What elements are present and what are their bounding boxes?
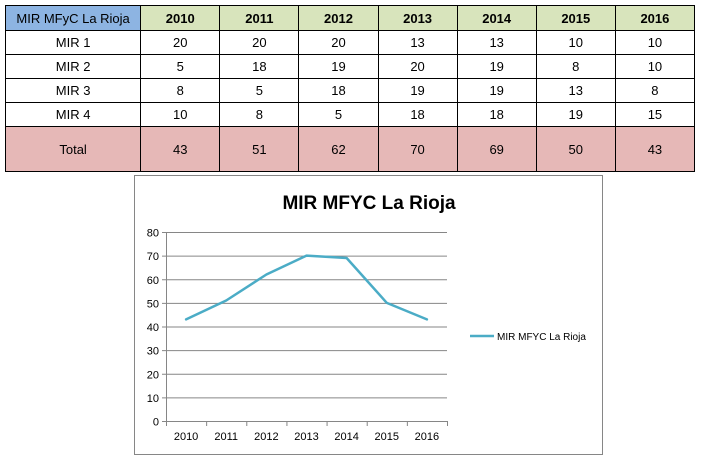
year-header: 2014 [456, 5, 537, 31]
table-cell: 20 [377, 54, 458, 79]
y-tick-label: 10 [147, 393, 159, 405]
gridlines [166, 232, 447, 399]
table-cell: 8 [535, 54, 616, 79]
legend-label: MIR MFYC La Rioja [497, 332, 586, 343]
y-tick-label: 70 [147, 251, 159, 263]
row-label: MIR 4 [4, 102, 142, 127]
table-cell: 13 [535, 78, 616, 103]
x-tick-label: 2011 [214, 431, 238, 443]
table-cell: 10 [140, 102, 221, 127]
chart-title: MIR MFYC La Rioja [282, 193, 456, 214]
row-label: MIR 2 [4, 54, 142, 79]
y-tick-label: 40 [147, 322, 159, 334]
x-tick-label: 2013 [294, 431, 318, 443]
table-row: MIR 2 5 18 19 20 19 8 10 [4, 54, 696, 79]
year-header: 2012 [298, 5, 379, 31]
total-cell: 51 [219, 126, 300, 172]
x-tick-label: 2012 [254, 431, 278, 443]
table-cell: 19 [298, 54, 379, 79]
table-cell: 19 [456, 78, 537, 103]
table-cell: 15 [614, 102, 696, 127]
table-cell: 18 [219, 54, 300, 79]
series-line [184, 254, 429, 321]
year-header: 2011 [219, 5, 300, 31]
table-cell: 20 [140, 30, 221, 55]
axes [162, 232, 448, 426]
table-cell: 19 [535, 102, 616, 127]
y-tick-label: 0 [153, 417, 159, 429]
total-row: Total 43 51 62 70 69 50 43 [4, 126, 696, 172]
x-tick-label: 2016 [415, 431, 439, 443]
year-header: 2010 [140, 5, 221, 31]
total-cell: 50 [535, 126, 616, 172]
row-label: MIR 3 [4, 78, 142, 103]
line-chart: MIR MFYC La Rioja 0 10 20 30 40 50 60 70 80 2010 2… [134, 175, 603, 455]
table-cell: 18 [377, 102, 458, 127]
y-tick-label: 20 [147, 369, 159, 381]
table-cell: 8 [140, 78, 221, 103]
table-cell: 13 [377, 30, 458, 55]
x-tick-label: 2014 [334, 431, 358, 443]
y-tick-label: 30 [147, 346, 159, 358]
table-cell: 19 [377, 78, 458, 103]
year-header: 2016 [614, 5, 696, 31]
y-tick-label: 60 [147, 275, 159, 287]
total-cell: 70 [377, 126, 458, 172]
header-row: MIR MFyC La Rioja 2010 2011 2012 2013 20… [4, 5, 696, 31]
table-cell: 5 [219, 78, 300, 103]
table-cell: 20 [219, 30, 300, 55]
table-row: MIR 1 20 20 20 13 13 10 10 [4, 30, 696, 55]
year-header: 2013 [377, 5, 458, 31]
total-cell: 43 [614, 126, 696, 172]
table-cell: 5 [140, 54, 221, 79]
table-cell: 5 [298, 102, 379, 127]
table-cell: 10 [614, 30, 696, 55]
chart-canvas: MIR MFYC La Rioja 0 10 20 30 40 50 60 70 80 2010 2… [147, 193, 587, 444]
table-cell: 10 [535, 30, 616, 55]
total-label: Total [4, 126, 142, 172]
data-table: MIR MFyC La Rioja 2010 2011 2012 2013 20… [4, 5, 696, 172]
table-cell: 8 [614, 78, 696, 103]
y-tick-label: 80 [147, 228, 159, 240]
legend: MIR MFYC La Rioja [470, 332, 586, 343]
total-cell: 69 [456, 126, 537, 172]
table-cell: 13 [456, 30, 537, 55]
row-label: MIR 1 [4, 30, 142, 55]
table-row: MIR 4 10 8 5 18 18 19 15 [4, 102, 696, 127]
total-cell: 43 [140, 126, 221, 172]
table-cell: 10 [614, 54, 696, 79]
x-tick-label: 2010 [174, 431, 198, 443]
year-header: 2015 [535, 5, 616, 31]
table-cell: 8 [219, 102, 300, 127]
total-cell: 62 [298, 126, 379, 172]
tick-labels: 0 10 20 30 40 50 60 70 80 2010 2011 2012 2013 2014 201… [147, 228, 439, 444]
table-cell: 18 [298, 78, 379, 103]
table-cell: 20 [298, 30, 379, 55]
table-corner-label: MIR MFyC La Rioja [4, 5, 142, 31]
x-tick-label: 2015 [375, 431, 399, 443]
table-cell: 19 [456, 54, 537, 79]
table-cell: 18 [456, 102, 537, 127]
table-row: MIR 3 8 5 18 19 19 13 8 [4, 78, 696, 103]
series-lines [184, 254, 429, 321]
y-tick-label: 50 [147, 298, 159, 310]
